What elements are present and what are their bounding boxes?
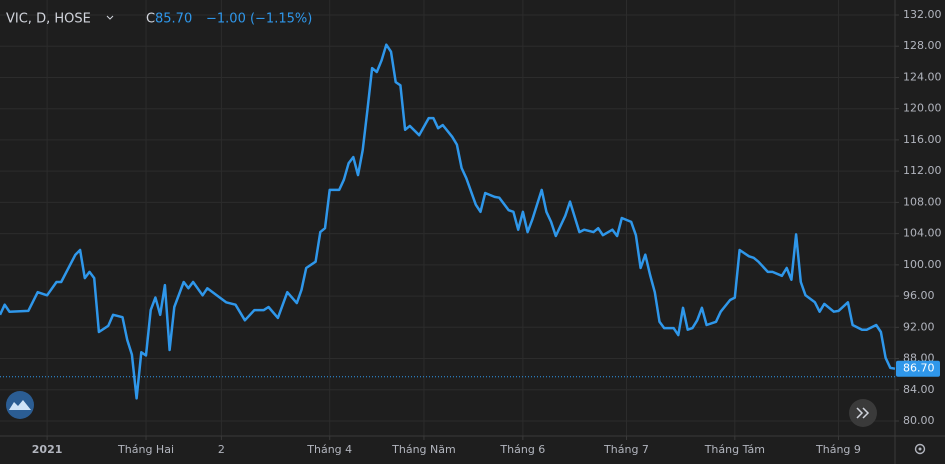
symbol[interactable]: VIC, D, HOSE [6, 12, 91, 27]
y-tick-label: 104.00 [903, 227, 942, 240]
last-price-label: 86.70 [903, 362, 935, 375]
x-tick-label: Tháng 9 [815, 443, 861, 456]
x-tick-label: Tháng 4 [306, 443, 352, 456]
x-tick-label: 2021 [32, 443, 63, 456]
x-tick-label: Tháng Năm [391, 443, 456, 456]
y-tick-label: 92.00 [903, 320, 935, 333]
grid [0, 0, 895, 436]
y-tick-label: 124.00 [903, 70, 942, 83]
y-tick-label: 132.00 [903, 8, 942, 21]
y-tick-label: 112.00 [903, 164, 942, 177]
y-tick-label: 116.00 [903, 133, 942, 146]
y-tick-label: 108.00 [903, 195, 942, 208]
x-tick-label: Tháng Tám [704, 443, 765, 456]
x-tick-label: Tháng 6 [499, 443, 545, 456]
close-prefix: C [146, 12, 155, 27]
y-tick-label: 80.00 [903, 414, 935, 427]
symbol-chevron[interactable] [106, 15, 114, 20]
logo[interactable] [6, 391, 34, 419]
y-tick-label: 84.00 [903, 383, 935, 396]
settings-icon[interactable] [914, 443, 926, 455]
close-value: 85.70 [155, 12, 192, 27]
scroll-button[interactable] [849, 399, 877, 427]
y-tick-label: 96.00 [903, 289, 935, 302]
last-price-box [896, 360, 940, 377]
price-line [0, 43, 896, 400]
y-tick-label: 100.00 [903, 258, 942, 271]
x-tick-label: 2 [218, 443, 225, 456]
plot [0, 43, 896, 400]
y-tick-label: 128.00 [903, 39, 942, 52]
y-tick-label: 120.00 [903, 102, 942, 115]
x-tick-label: Tháng 7 [603, 443, 649, 456]
change-value: −1.00 (−1.15%) [206, 12, 312, 27]
x-tick-label: Tháng Hai [117, 443, 174, 456]
